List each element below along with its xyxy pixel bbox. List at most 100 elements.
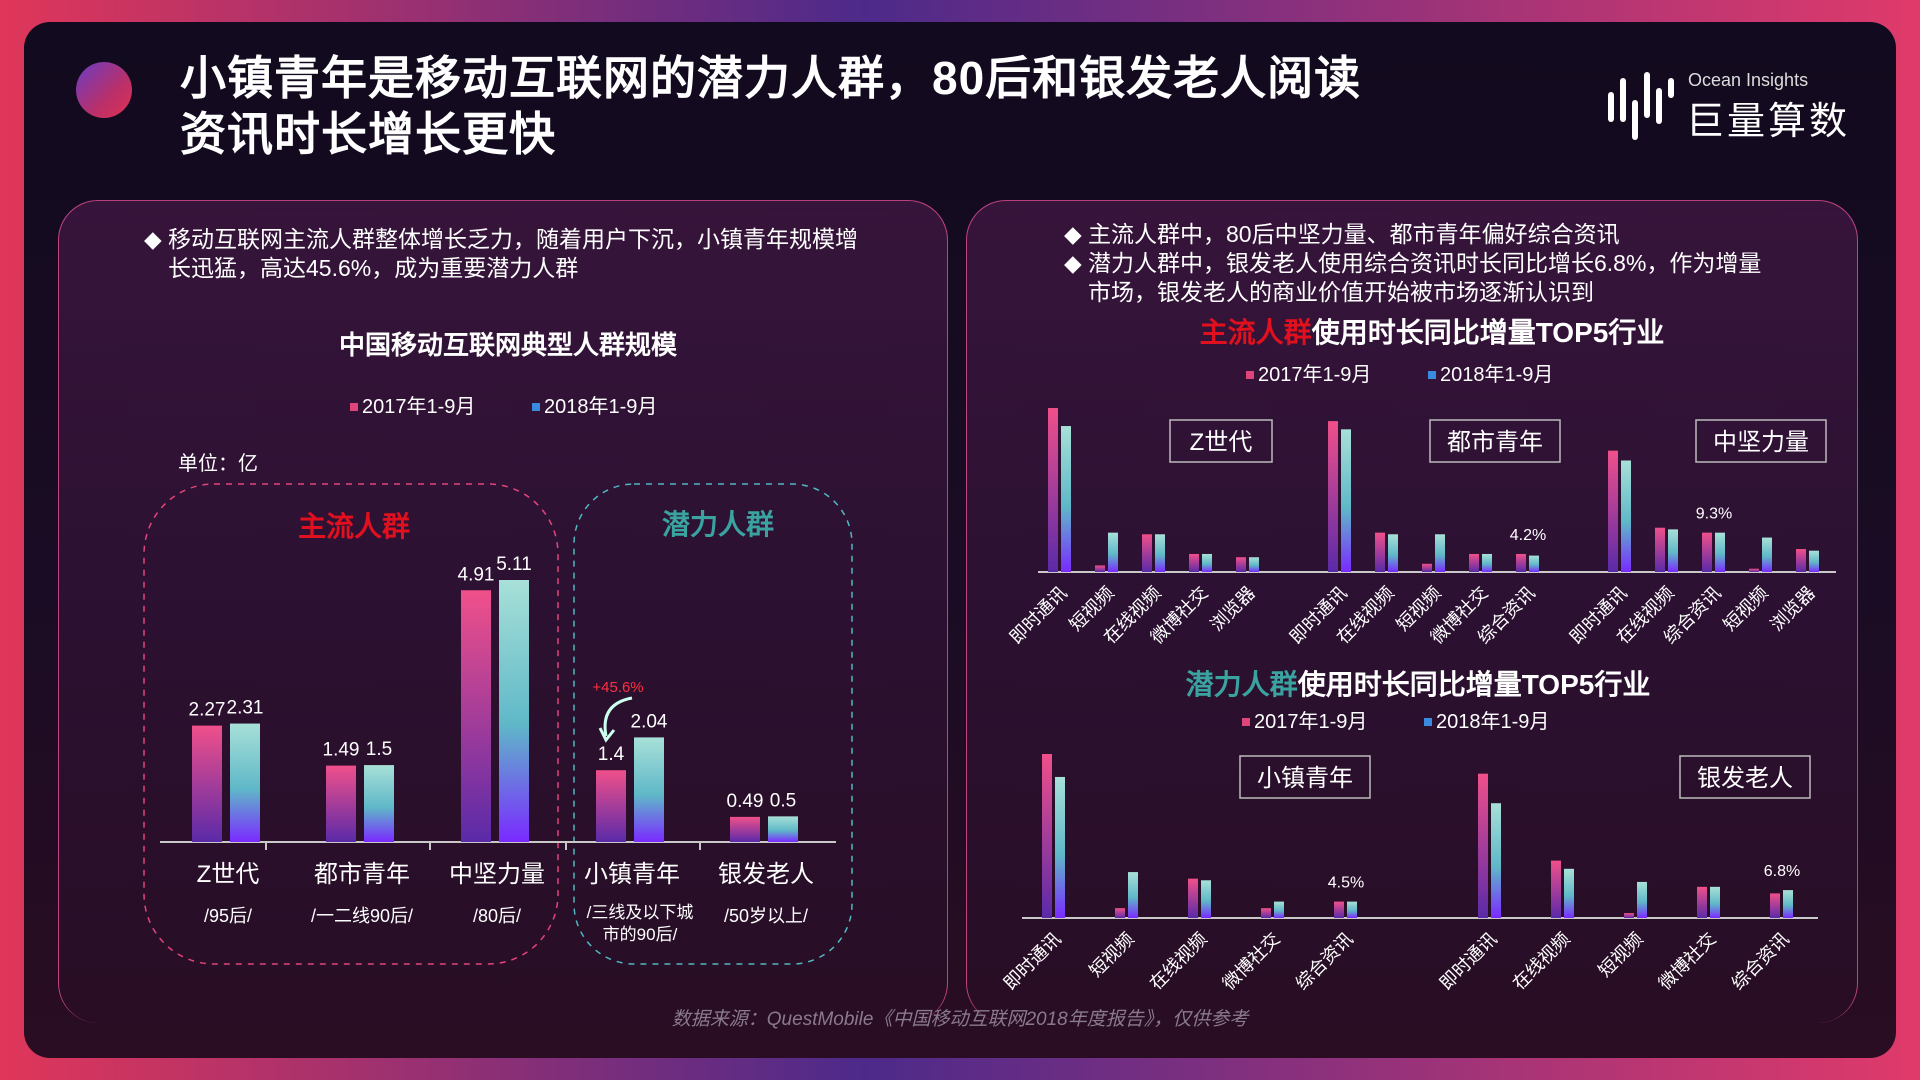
bar-2017-4 [730,816,760,842]
chart3-legend-swatch-2017 [1242,718,1250,726]
chart3-bar-2017-0-0 [1042,754,1052,918]
diamond-icon: ◆ [144,226,162,252]
value-label-2017-1: 1.49 [323,740,360,761]
chart3-category-label-0-0: 即时通讯 [1000,929,1065,994]
chart3-category-label-0-1: 短视频 [1086,929,1138,981]
potential-group-label: 潜力人群 [662,509,774,540]
title-dot [76,62,132,118]
subcategory-label-0: /95后/ [204,906,252,926]
ocean-insights-logo: Ocean Insights 巨量算数 [1602,66,1862,143]
bar-2018-0 [230,723,260,842]
growth-arrowhead-icon [598,727,616,743]
data-source-note: 数据来源：QuestMobile《中国移动互联网2018年度报告》，仅供参考 [671,1009,1249,1030]
chart3-value-label-1-4: 6.8% [1764,863,1800,880]
chart3-bar-2018-0-0 [1055,776,1065,918]
chart2-title: 主流人群使用时长同比增量TOP5行业 [1200,316,1665,348]
chart2-bar-2018-0-0 [1061,426,1071,572]
bar-2018-3 [634,737,664,842]
chart3-legend-swatch-2018 [1424,718,1432,726]
chart1-unit: 单位：亿 [178,452,258,475]
category-label-2: 中坚力量 [449,861,545,888]
chart3-bar-2018-0-3 [1274,901,1284,918]
value-label-2018-0: 2.31 [227,698,264,719]
chart3-category-label-0-4: 综合资讯 [1292,929,1357,994]
chart3-bar-2017-1-3 [1697,886,1707,918]
chart2-bar-2018-1-0 [1341,429,1351,572]
main-group-label: 主流人群 [298,511,410,542]
bar-2017-2 [461,590,491,842]
chart2-bar-2018-2-0 [1621,460,1631,572]
category-label-3: 小镇青年 [584,861,680,888]
chart2-category-label-2-3: 短视频 [1720,583,1772,635]
chart2-bar-2017-0-1 [1095,565,1105,572]
chart3-title-highlight: 潜力人群 [1186,669,1298,700]
chart2-group-name-0: Z世代 [1190,429,1253,456]
growth-label: +45.6% [592,679,643,696]
chart3-bar-2018-0-4 [1347,901,1357,918]
chart2-bar-2017-1-1 [1375,532,1385,572]
chart3-category-label-1-3: 微博社交 [1655,929,1720,994]
category-label-1: 都市青年 [314,861,410,888]
chart3-bar-2018-0-1 [1128,872,1138,918]
chart2-bar-2018-1-1 [1388,534,1398,572]
value-label-2018-2: 5.11 [496,554,532,575]
chart2-legend-swatch-2018 [1428,371,1436,379]
chart2-bar-2017-2-4 [1796,549,1806,572]
chart3-category-label-1-4: 综合资讯 [1728,929,1793,994]
chart2-bar-2017-2-2 [1702,532,1712,572]
chart3-bar-2017-0-2 [1188,878,1198,918]
growth-arrow-icon [603,696,633,737]
left-bullet-line-2: 长迅猛，高达45.6%，成为重要潜力人群 [168,255,579,281]
chart2-legend-swatch-2017 [1246,371,1254,379]
potential-group-outline [573,483,853,965]
logo-bars-icon [1608,72,1674,140]
chart2-group-name-2: 中坚力量 [1713,429,1809,456]
chart3-group-box-1 [1679,755,1811,799]
chart2-bar-2017-0-2 [1142,534,1152,572]
value-label-2018-3: 2.04 [631,711,668,732]
chart2-bar-2018-2-3 [1762,537,1772,572]
chart3-group-name-0: 小镇青年 [1257,765,1353,792]
title-line-2: 资讯时长增长更快 [180,108,556,160]
bar-2017-1 [326,765,356,842]
chart3-bar-2017-1-1 [1551,860,1561,918]
value-label-2017-2: 4.91 [458,564,495,585]
chart3-group-name-1: 银发老人 [1697,765,1793,792]
page-title: 小镇青年是移动互联网的潜力人群，80后和银发老人阅读 资讯时长增长更快 [180,50,1440,162]
bar-2017-3 [596,770,626,842]
subcategory-label-4: /50岁以上/ [724,906,808,926]
chart2-bar-2018-2-1 [1668,529,1678,572]
subcategory-label-3-b: 市的90后/ [603,925,678,944]
right-bullet-2-line-2: 市场，银发老人的商业价值开始被市场逐渐认识到 [1088,279,1594,305]
chart3-category-label-1-2: 短视频 [1595,929,1647,981]
diamond-icon: ◆ [1064,221,1082,247]
chart2-category-label-0-4: 浏览器 [1207,583,1259,635]
chart3-category-label-0-3: 微博社交 [1219,929,1284,994]
left-bullet-line-1: 移动互联网主流人群整体增长乏力，随着用户下沉，小镇青年规模增 [168,226,858,252]
chart1-legend-label-2017: 2017年1-9月 [362,395,475,418]
chart3-bar-2018-1-0 [1491,803,1501,918]
value-label-2018-4: 0.5 [770,790,796,811]
chart2-bar-2017-2-1 [1655,527,1665,572]
chart2-group-name-1: 都市青年 [1447,429,1543,456]
chart3-category-label-1-1: 在线视频 [1509,929,1574,994]
logo-cn-text: 巨量算数 [1686,101,1851,143]
chart2-legend-label-2017: 2017年1-9月 [1258,363,1371,386]
chart3-bar-2018-1-1 [1564,868,1574,918]
chart3-bar-2017-0-1 [1115,908,1125,918]
chart2-bar-2017-1-3 [1469,553,1479,572]
chart2-bar-2017-0-3 [1189,553,1199,572]
chart2-group-box-0 [1169,419,1273,463]
chart3-bar-2018-1-4 [1783,890,1793,918]
diamond-icon: ◆ [1064,250,1082,276]
bar-2018-1 [364,765,394,842]
category-label-4: 银发老人 [718,861,814,888]
right-bullet-1: ◆ 主流人群中，80后中坚力量、都市青年偏好综合资讯 [1064,220,1620,249]
chart3-title: 潜力人群使用时长同比增量TOP5行业 [1186,668,1651,700]
chart2-bar-2018-2-4 [1809,550,1819,572]
chart1-legend-label-2018: 2018年1-9月 [544,395,657,418]
chart2-bar-2017-2-3 [1749,568,1759,572]
value-label-2017-3: 1.4 [598,744,625,765]
chart3-bar-2017-1-4 [1770,893,1780,918]
